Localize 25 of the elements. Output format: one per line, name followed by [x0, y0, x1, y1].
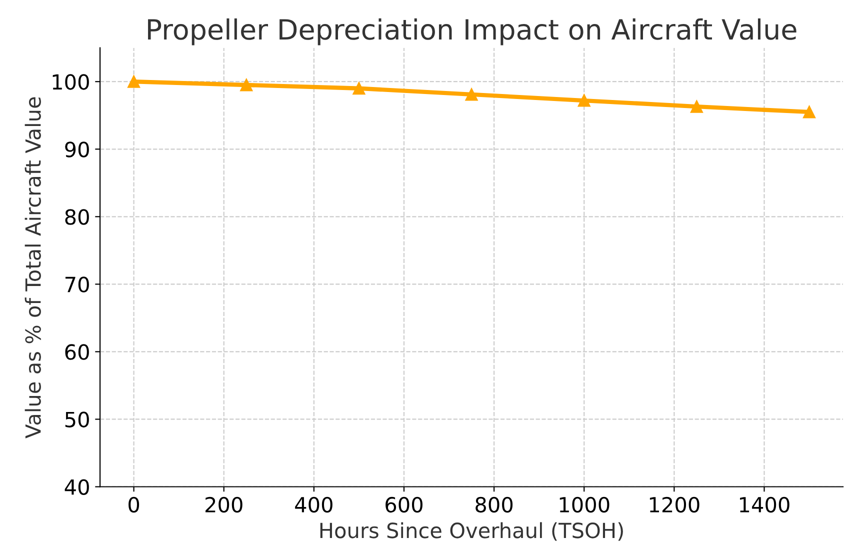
- point: [465, 88, 478, 101]
- x-tick-label: 1000: [560, 496, 610, 513]
- y-tick-label: 100: [52, 74, 89, 90]
- y-tick-label: 50: [65, 412, 89, 428]
- y-tick-label: 70: [66, 276, 89, 292]
- y-tick-label: 80: [65, 209, 89, 225]
- point: [352, 82, 366, 95]
- point: [128, 75, 140, 88]
- x-tick-label: 800: [476, 496, 513, 513]
- x-tick-label: 200: [206, 496, 242, 513]
- x-tick-label: 600: [386, 496, 422, 513]
- x-axis-title: Hours Since Overhaul (TSOH): [320, 522, 623, 541]
- x-tick-label: 1200: [650, 496, 700, 513]
- chart-title: Propeller Depreciation Impact on Aircraft Value: [148, 18, 796, 46]
- x-tick-label: 1400: [740, 496, 790, 513]
- point: [578, 94, 590, 107]
- y-tick-label: 40: [64, 479, 89, 495]
- y-tick-label: 90: [65, 142, 89, 158]
- x-tick-label: 0: [128, 496, 140, 513]
- point: [690, 100, 703, 113]
- x-tick-label: 400: [295, 496, 332, 513]
- y-axis-title: Value as % of Total Aircraft Value: [24, 97, 41, 438]
- y-tick-label: 60: [65, 344, 89, 360]
- point: [240, 78, 253, 92]
- point: [803, 106, 816, 118]
